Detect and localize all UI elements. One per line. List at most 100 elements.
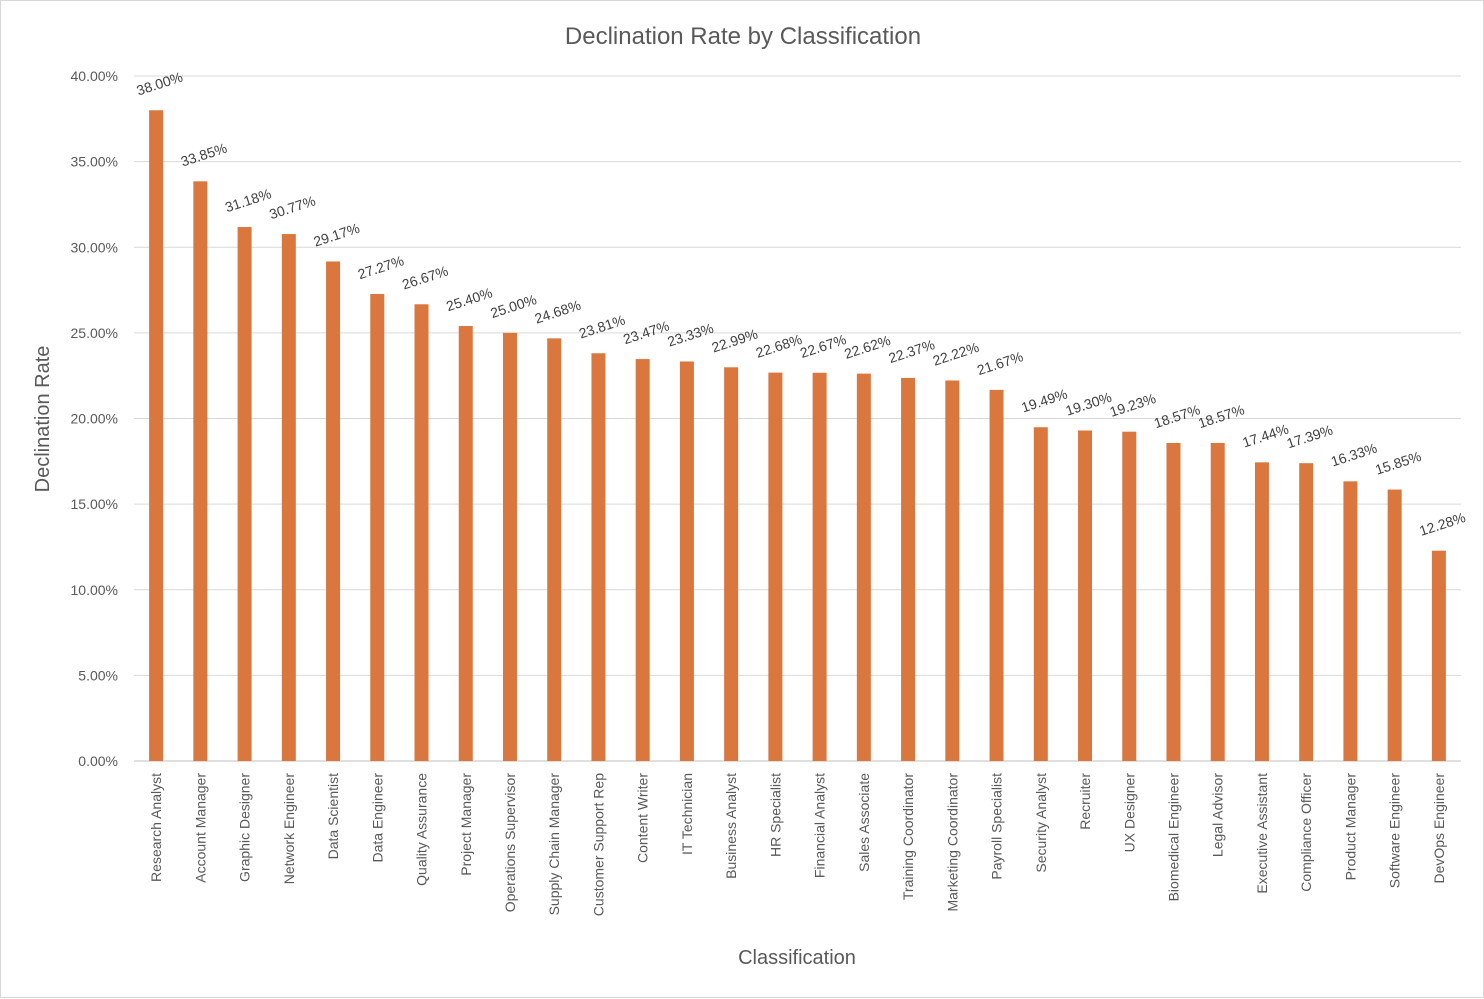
category-label: Software Engineer xyxy=(1387,773,1403,889)
bar xyxy=(502,332,517,761)
data-label: 25.00% xyxy=(488,291,538,321)
category-label: Executive Assistant xyxy=(1254,773,1270,894)
y-tick-label: 20.00% xyxy=(71,411,118,427)
y-tick-label: 10.00% xyxy=(71,582,118,598)
bar xyxy=(591,353,606,761)
chart-title: Declination Rate by Classification xyxy=(565,23,921,50)
data-label: 22.67% xyxy=(798,331,848,361)
category-label: Financial Analyst xyxy=(812,773,828,878)
bar xyxy=(281,234,296,762)
bar xyxy=(458,326,473,761)
data-label: 27.27% xyxy=(356,252,406,282)
data-label: 22.22% xyxy=(931,339,981,369)
data-label: 17.39% xyxy=(1285,421,1335,451)
category-label: Product Manager xyxy=(1342,773,1358,881)
y-tick-label: 30.00% xyxy=(71,239,118,255)
category-label: DevOps Engineer xyxy=(1431,773,1447,884)
category-label: Graphic Designer xyxy=(237,773,253,882)
data-label: 22.68% xyxy=(754,331,804,361)
bar xyxy=(149,110,164,761)
data-label: 29.17% xyxy=(311,220,361,250)
y-tick-label: 35.00% xyxy=(71,154,118,170)
category-label: Compliance Officer xyxy=(1298,773,1314,892)
category-label: Data Engineer xyxy=(369,773,385,863)
x-axis-ticks: Research Analyst Account Manager Graphic D… xyxy=(148,773,1447,917)
bar xyxy=(1254,462,1269,761)
category-label: Research Analyst xyxy=(148,773,164,882)
category-label: Content Writer xyxy=(635,773,651,863)
bar xyxy=(1122,431,1137,761)
category-label: Network Engineer xyxy=(281,773,297,885)
category-label: Business Analyst xyxy=(723,773,739,879)
category-label: Sales Associate xyxy=(856,773,872,872)
category-label: Biomedical Engineer xyxy=(1165,773,1181,902)
bar xyxy=(901,377,916,761)
data-label: 25.40% xyxy=(444,284,494,314)
data-label: 23.47% xyxy=(621,317,671,347)
bar xyxy=(1210,442,1225,761)
bar xyxy=(1431,550,1446,761)
bar xyxy=(1343,481,1358,761)
category-label: Marketing Coordinator xyxy=(944,773,960,912)
data-label: 23.33% xyxy=(665,320,715,350)
bar xyxy=(1299,463,1314,761)
bar xyxy=(812,372,827,761)
bars xyxy=(149,110,1446,762)
category-label: Payroll Specialist xyxy=(989,773,1005,880)
bar xyxy=(635,359,650,761)
bar xyxy=(1033,427,1048,761)
bar xyxy=(1387,489,1402,761)
data-label: 19.30% xyxy=(1063,389,1113,419)
category-label: Project Manager xyxy=(458,773,474,876)
data-label: 26.67% xyxy=(400,263,450,293)
data-label: 17.44% xyxy=(1240,421,1290,451)
category-label: Operations Supervisor xyxy=(502,773,518,913)
gridlines xyxy=(134,75,1461,762)
data-label: 19.23% xyxy=(1108,390,1158,420)
data-label: 31.18% xyxy=(223,185,273,215)
data-label: 21.67% xyxy=(975,348,1025,378)
y-tick-label: 5.00% xyxy=(78,667,118,683)
category-label: Account Manager xyxy=(192,773,208,883)
category-label: Data Scientist xyxy=(325,773,341,859)
category-label: Quality Assurance xyxy=(414,773,430,886)
data-label: 22.37% xyxy=(886,336,936,366)
bar xyxy=(1166,442,1181,761)
data-label: 38.00% xyxy=(135,69,185,99)
data-label: 18.57% xyxy=(1152,401,1202,431)
category-label: IT Technician xyxy=(679,773,695,855)
y-tick-label: 15.00% xyxy=(71,496,118,512)
bar xyxy=(414,304,429,761)
x-axis-title: Classification xyxy=(738,947,856,969)
bar xyxy=(1078,430,1093,761)
y-tick-label: 40.00% xyxy=(71,68,118,84)
data-label: 15.85% xyxy=(1373,448,1423,478)
bar xyxy=(237,227,252,762)
bar xyxy=(326,261,341,761)
data-label: 24.68% xyxy=(533,297,583,327)
y-tick-label: 25.00% xyxy=(71,325,118,341)
bar xyxy=(547,338,562,761)
data-label: 19.49% xyxy=(1019,386,1069,416)
bar xyxy=(989,389,1004,761)
category-label: Security Analyst xyxy=(1033,773,1049,873)
y-axis-title: Declination Rate xyxy=(32,346,54,493)
y-tick-label: 0.00% xyxy=(78,753,118,769)
bar xyxy=(724,367,739,761)
bar xyxy=(945,380,960,761)
bar xyxy=(679,361,694,761)
category-label: Supply Chain Manager xyxy=(546,773,562,916)
category-label: Customer Support Rep xyxy=(590,773,606,916)
data-label: 12.28% xyxy=(1417,509,1467,539)
data-label: 22.99% xyxy=(710,326,760,356)
category-label: Training Coordinator xyxy=(900,773,916,900)
category-label: UX Designer xyxy=(1121,773,1137,853)
category-label: HR Specialist xyxy=(767,773,783,857)
bar xyxy=(768,372,783,761)
data-label: 30.77% xyxy=(267,192,317,222)
bar xyxy=(193,181,208,762)
bar xyxy=(370,294,385,761)
y-axis-ticks: 0.00% 5.00% 10.00% 15.00% 20.00% 25.00% 30.00%… xyxy=(71,68,118,769)
